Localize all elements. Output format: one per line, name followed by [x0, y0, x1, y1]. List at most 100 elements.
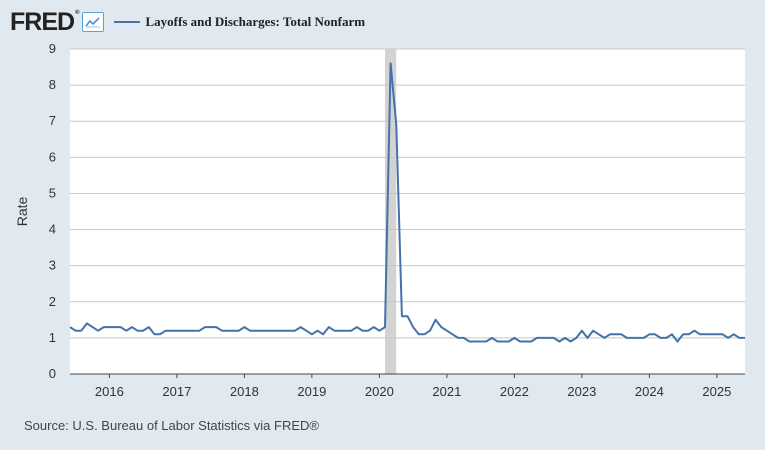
data-point [467, 339, 472, 344]
data-point [546, 336, 551, 341]
data-point [152, 332, 157, 337]
data-point [686, 332, 691, 337]
line-graph-icon[interactable] [82, 12, 105, 32]
data-point [113, 325, 118, 330]
data-point [220, 328, 225, 333]
data-point [445, 328, 450, 333]
data-point [158, 332, 163, 337]
data-point [394, 122, 399, 127]
data-point [360, 328, 365, 333]
y-tick-label: 5 [49, 185, 56, 200]
x-tick-label: 2020 [365, 384, 394, 399]
data-point [731, 332, 736, 337]
plot-area [70, 49, 745, 374]
data-point [208, 325, 213, 330]
registered-mark: ® [75, 9, 80, 16]
data-point [416, 332, 421, 337]
data-point [180, 328, 185, 333]
data-point [535, 336, 540, 341]
x-tick-label: 2025 [702, 384, 731, 399]
data-point [107, 325, 112, 330]
data-point [253, 328, 258, 333]
y-tick-label: 2 [49, 294, 56, 309]
x-tick-label: 2024 [635, 384, 664, 399]
data-point [625, 336, 630, 341]
data-point [141, 328, 146, 333]
data-point [647, 332, 652, 337]
data-point [130, 325, 135, 330]
data-point [197, 328, 202, 333]
data-point [596, 332, 601, 337]
data-point [411, 325, 416, 330]
data-point [287, 328, 292, 333]
data-point [68, 325, 73, 330]
data-point [214, 325, 219, 330]
data-point [332, 328, 337, 333]
y-axis-label: Rate [14, 197, 30, 227]
series-line [69, 62, 745, 343]
data-point [658, 336, 663, 341]
data-point [490, 336, 495, 341]
data-point [675, 339, 680, 344]
data-point [186, 328, 191, 333]
data-point [371, 325, 376, 330]
data-point [512, 336, 517, 341]
data-point [101, 325, 106, 330]
data-point [591, 328, 596, 333]
data-point [265, 328, 270, 333]
data-point [203, 325, 208, 330]
data-point [506, 339, 511, 344]
data-point [551, 336, 556, 341]
x-tick-label: 2017 [162, 384, 191, 399]
y-tick-label: 8 [49, 77, 56, 92]
data-point [355, 325, 360, 330]
x-tick-label: 2021 [432, 384, 461, 399]
data-point [259, 328, 264, 333]
y-tick-label: 4 [49, 222, 56, 237]
fred-logo[interactable]: FRED® [10, 9, 80, 35]
data-point [557, 339, 562, 344]
y-tick-label: 1 [49, 330, 56, 345]
data-point [580, 328, 585, 333]
data-point [191, 328, 196, 333]
data-point [422, 332, 427, 337]
x-tick-label: 2016 [95, 384, 124, 399]
data-point [343, 328, 348, 333]
source-note: Source: U.S. Bureau of Labor Statistics … [24, 418, 319, 433]
y-tick-label: 3 [49, 258, 56, 273]
data-point [163, 328, 168, 333]
line-graph-icon-glyph [85, 17, 101, 28]
data-point [478, 339, 483, 344]
data-point [439, 325, 444, 330]
data-point [563, 336, 568, 341]
data-point [175, 328, 180, 333]
data-point [630, 336, 635, 341]
data-point [703, 332, 708, 337]
data-point [124, 328, 129, 333]
x-tick-label: 2023 [567, 384, 596, 399]
data-point [540, 336, 545, 341]
legend-line-swatch [114, 21, 141, 23]
data-point [79, 328, 84, 333]
data-point [529, 339, 534, 344]
data-point [310, 332, 315, 337]
data-point [613, 332, 618, 337]
data-point [90, 325, 95, 330]
data-point [450, 332, 455, 337]
data-point [602, 336, 607, 341]
data-point [73, 328, 78, 333]
data-point [636, 336, 641, 341]
data-point [501, 339, 506, 344]
data-point [726, 336, 731, 341]
data-point [523, 339, 528, 344]
x-tick-label: 2018 [230, 384, 259, 399]
y-tick-label: 0 [49, 366, 56, 381]
data-point [619, 332, 624, 337]
data-point [270, 328, 275, 333]
data-point [692, 328, 697, 333]
data-point [388, 61, 393, 66]
data-point [608, 332, 613, 337]
data-point [377, 328, 382, 333]
data-point [484, 339, 489, 344]
